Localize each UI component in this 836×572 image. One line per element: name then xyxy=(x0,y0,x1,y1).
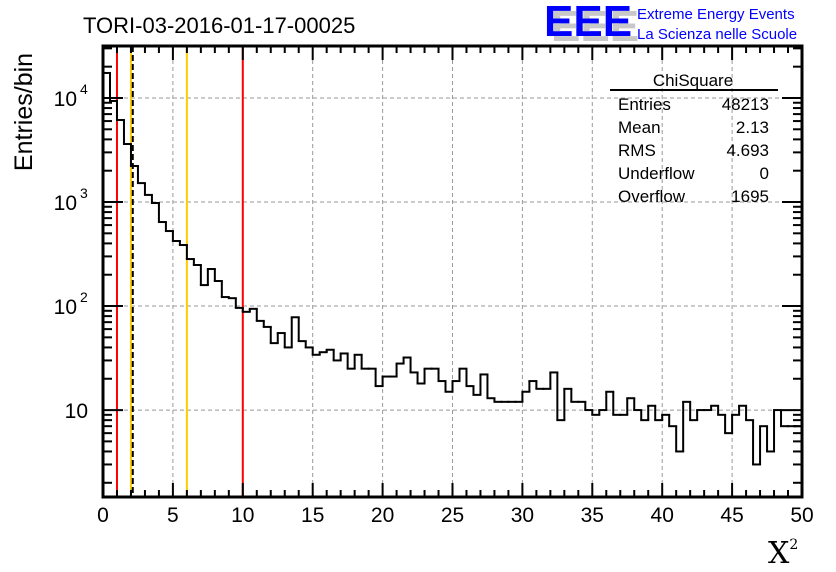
y-tick-exponent: 2 xyxy=(80,289,88,305)
y-tick-label: 10 xyxy=(54,296,77,319)
logo-line2: La Scienza nelle Scuole xyxy=(637,26,797,43)
marker-lines xyxy=(115,46,244,497)
logo-letters: EEE xyxy=(544,0,632,46)
x-tick-label: 5 xyxy=(167,504,179,527)
logo-line1: Extreme Energy Events xyxy=(637,6,795,23)
x-tick-label: 0 xyxy=(97,504,109,527)
x-tick-label: 35 xyxy=(581,504,604,527)
y-tick-label: 10 xyxy=(54,192,77,215)
x-tick-labels: 0 5 10 15 20 25 30 35 40 45 50 xyxy=(97,504,814,527)
stats-value: 4.693 xyxy=(726,141,769,160)
histogram xyxy=(102,71,803,497)
stats-label: Overflow xyxy=(618,187,686,206)
axes xyxy=(101,44,804,499)
stats-value: 48213 xyxy=(722,95,769,114)
y-tick-label: 10 xyxy=(54,88,77,111)
x-axis-title: X2 xyxy=(768,536,798,571)
stats-title: ChiSquare xyxy=(653,71,733,90)
y-tick-base: 10 xyxy=(54,192,77,215)
chart-title: TORI-03-2016-01-17-00025 xyxy=(83,13,355,38)
stats-label: RMS xyxy=(618,141,656,160)
stats-value: 1695 xyxy=(731,187,769,206)
y-tick-label: 10 xyxy=(65,400,88,423)
x-tick-label: 45 xyxy=(720,504,743,527)
eee-logo: EEE Extreme Energy Events La Scienza nel… xyxy=(544,0,797,46)
x-tick-label: 20 xyxy=(371,504,394,527)
x-tick-label: 15 xyxy=(301,504,324,527)
x-tick-label: 25 xyxy=(441,504,464,527)
y-tick-exponent: 4 xyxy=(80,81,88,97)
stats-label: Mean xyxy=(618,118,661,137)
stats-label: Underflow xyxy=(618,164,695,183)
stats-box: ChiSquare Entries 48213 Mean 2.13 RMS 4.693 Un… xyxy=(610,71,778,206)
y-axis-title: Entries/bin xyxy=(10,53,38,171)
y-tick-exponent: 3 xyxy=(80,185,88,201)
stats-label: Entries xyxy=(618,95,671,114)
y-tick-base: 10 xyxy=(65,400,88,423)
grid xyxy=(103,46,802,497)
x-tick-label: 30 xyxy=(511,504,534,527)
x-tick-label: 10 xyxy=(231,504,254,527)
stats-value: 0 xyxy=(760,164,769,183)
y-tick-base: 10 xyxy=(54,88,77,111)
stats-value: 2.13 xyxy=(736,118,769,137)
y-tick-base: 10 xyxy=(54,296,77,319)
x-tick-label: 40 xyxy=(651,504,674,527)
x-tick-label: 50 xyxy=(790,504,813,527)
